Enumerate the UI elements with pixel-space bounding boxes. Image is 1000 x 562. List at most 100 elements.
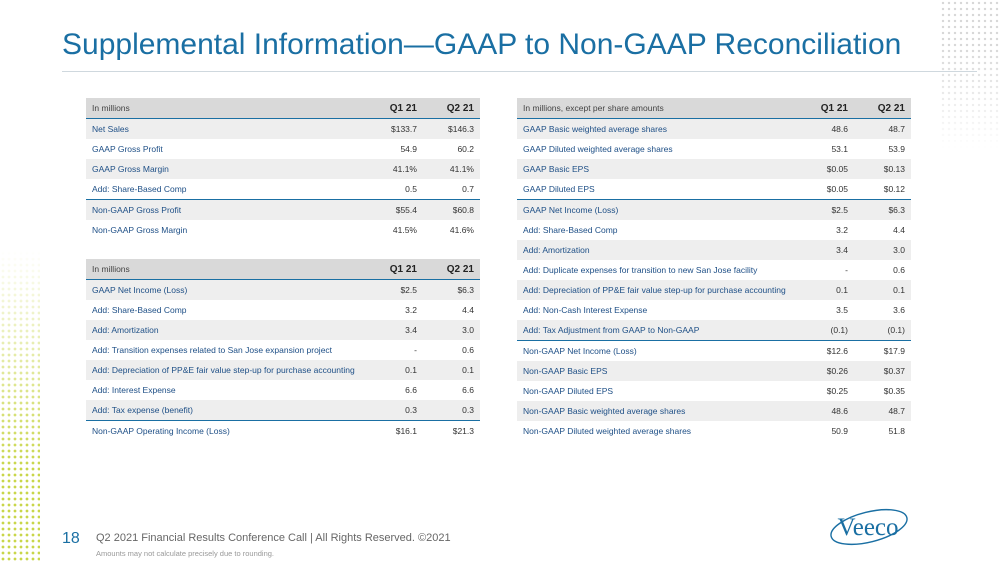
row-q2: $21.3 xyxy=(423,420,480,441)
row-q1: 3.2 xyxy=(405,305,417,315)
row-q1: $0.25 xyxy=(826,386,848,396)
row-label: Add: Duplicate expenses for transition t… xyxy=(523,265,758,275)
table-header-row: In millions Q1 21 Q2 21 xyxy=(86,98,480,119)
row-label: Add: Tax Adjustment from GAAP to Non-GAA… xyxy=(517,320,797,341)
row-label: Add: Depreciation of PP&E fair value ste… xyxy=(86,360,366,380)
table-row: Add: Tax Adjustment from GAAP to Non-GAA… xyxy=(517,320,911,341)
table-row: GAAP Gross Margin 41.1% 41.1% xyxy=(86,159,480,179)
row-q2: 41.1% xyxy=(423,159,480,179)
row-label: GAAP Gross Profit xyxy=(92,144,163,154)
row-label: GAAP Basic EPS xyxy=(517,159,797,179)
row-q2: 51.8 xyxy=(888,426,905,436)
header-label: In millions xyxy=(86,98,366,119)
row-q1: 3.4 xyxy=(797,240,854,260)
row-q2: 0.6 xyxy=(893,265,905,275)
row-q1: 50.9 xyxy=(831,426,848,436)
row-q1: $2.5 xyxy=(366,279,423,300)
title-divider xyxy=(62,71,977,72)
table-row: GAAP Diluted weighted average shares 53.… xyxy=(517,139,911,159)
table-row: Add: Interest Expense 6.6 6.6 xyxy=(86,380,480,400)
row-label: Non-GAAP Gross Margin xyxy=(92,225,188,235)
row-label: Net Sales xyxy=(86,118,366,139)
row-q2: (0.1) xyxy=(854,320,911,341)
row-label: GAAP Diluted EPS xyxy=(523,184,595,194)
row-label: GAAP Net Income (Loss) xyxy=(86,279,366,300)
row-q2: 4.4 xyxy=(462,305,474,315)
row-q2: 0.1 xyxy=(854,280,911,300)
row-q2: 48.7 xyxy=(854,401,911,421)
row-q2: $0.12 xyxy=(883,184,905,194)
logo-swoosh-icon xyxy=(830,508,908,546)
header-label: In millions, except per share amounts xyxy=(517,98,797,119)
row-q1: 48.6 xyxy=(797,401,854,421)
row-q1: 54.9 xyxy=(400,144,417,154)
row-label: GAAP Diluted weighted average shares xyxy=(523,144,673,154)
row-q1: 41.5% xyxy=(392,225,417,235)
table-row: Add: Share-Based Comp 3.2 4.4 xyxy=(86,300,480,320)
table-header-row: In millions Q1 21 Q2 21 xyxy=(86,259,480,280)
row-q2: 0.7 xyxy=(462,184,474,194)
decorative-dot-pattern-left xyxy=(0,250,40,562)
row-q2: $0.35 xyxy=(883,386,905,396)
row-q1: 3.4 xyxy=(366,320,423,340)
row-q1: 0.3 xyxy=(366,400,423,421)
row-q1: 0.5 xyxy=(405,184,417,194)
row-label: GAAP Gross Margin xyxy=(86,159,366,179)
operating-income-table: In millions Q1 21 Q2 21 GAAP Net Income … xyxy=(86,259,480,441)
row-q2: 6.6 xyxy=(462,385,474,395)
row-q1: - xyxy=(845,265,848,275)
page-title: Supplemental Information—GAAP to Non-GAA… xyxy=(62,28,902,61)
table-row: Non-GAAP Gross Margin 41.5% 41.6% xyxy=(86,220,480,240)
row-label: Add: Share-Based Comp xyxy=(92,305,187,315)
header-q1: Q1 21 xyxy=(366,98,423,119)
table-row: Net Sales $133.7 $146.3 xyxy=(86,118,480,139)
row-label: Add: Transition expenses related to San … xyxy=(92,345,333,355)
row-q2: 0.6 xyxy=(462,345,474,355)
table-row: Non-GAAP Operating Income (Loss) $16.1 $… xyxy=(86,420,480,441)
row-q2: $0.13 xyxy=(854,159,911,179)
row-label: Non-GAAP Diluted weighted average shares xyxy=(523,426,692,436)
row-label: Non-GAAP Gross Profit xyxy=(86,199,366,220)
row-q1: $55.4 xyxy=(366,199,423,220)
table-row: Non-GAAP Gross Profit $55.4 $60.8 xyxy=(86,199,480,220)
table-row: Add: Depreciation of PP&E fair value ste… xyxy=(517,280,911,300)
row-q1: $16.1 xyxy=(366,420,423,441)
table-row: Add: Tax expense (benefit) 0.3 0.3 xyxy=(86,400,480,421)
row-q1: 0.1 xyxy=(366,360,423,380)
table-row: Add: Share-Based Comp 3.2 4.4 xyxy=(517,220,911,240)
row-label: Add: Depreciation of PP&E fair value ste… xyxy=(517,280,797,300)
table-row: GAAP Gross Profit 54.9 60.2 xyxy=(86,139,480,159)
row-q1: 41.1% xyxy=(366,159,423,179)
row-label: Add: Share-Based Comp xyxy=(523,225,618,235)
row-label: Add: Non-Cash Interest Expense xyxy=(523,305,648,315)
row-label: Add: Amortization xyxy=(86,320,366,340)
row-q2: $6.3 xyxy=(423,279,480,300)
table-row: Non-GAAP Diluted EPS $0.25 $0.35 xyxy=(517,381,911,401)
row-label: Non-GAAP Basic weighted average shares xyxy=(517,401,797,421)
row-q1: 6.6 xyxy=(405,385,417,395)
header-q2: Q2 21 xyxy=(423,259,480,280)
table-row: Add: Amortization 3.4 3.0 xyxy=(517,240,911,260)
row-q2: 53.9 xyxy=(888,144,905,154)
row-q1: $0.05 xyxy=(797,159,854,179)
table-row: GAAP Net Income (Loss) $2.5 $6.3 xyxy=(86,279,480,300)
footer-text: Q2 2021 Financial Results Conference Cal… xyxy=(96,532,451,544)
row-q1: $12.6 xyxy=(797,340,854,361)
row-q1: 3.2 xyxy=(836,225,848,235)
row-q2: $6.3 xyxy=(854,199,911,220)
row-q2: $60.8 xyxy=(423,199,480,220)
row-q2: $17.9 xyxy=(854,340,911,361)
table-row: Add: Duplicate expenses for transition t… xyxy=(517,260,911,280)
row-label: GAAP Net Income (Loss) xyxy=(517,199,797,220)
decorative-dot-pattern-right xyxy=(940,0,1000,150)
row-q1: 0.1 xyxy=(797,280,854,300)
header-q2: Q2 21 xyxy=(854,98,911,119)
row-label: Add: Share-Based Comp xyxy=(92,184,187,194)
table-row: Non-GAAP Net Income (Loss) $12.6 $17.9 xyxy=(517,340,911,361)
table-row: Non-GAAP Basic EPS $0.26 $0.37 xyxy=(517,361,911,381)
gross-margin-table: In millions Q1 21 Q2 21 Net Sales $133.7… xyxy=(86,98,480,240)
row-label: Non-GAAP Operating Income (Loss) xyxy=(86,420,366,441)
row-q2: 3.6 xyxy=(893,305,905,315)
row-q1: $133.7 xyxy=(366,118,423,139)
row-q2: 60.2 xyxy=(457,144,474,154)
